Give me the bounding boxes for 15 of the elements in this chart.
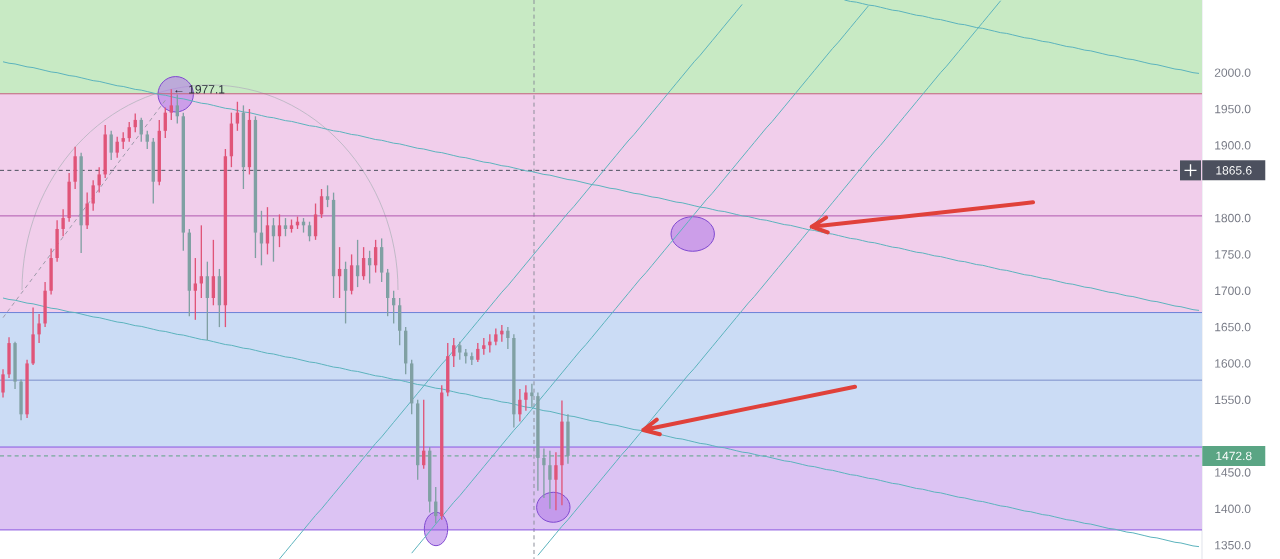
y-tick-label: 2000.0	[1214, 68, 1251, 77]
y-tick-label: 1450.0	[1215, 468, 1251, 477]
y-tick-label: 1350.0	[1215, 540, 1251, 550]
y-tick-label: 1750.0	[1215, 250, 1251, 259]
y-tick-label: 1700.0	[1215, 286, 1251, 296]
y-tick-label: 1900.0	[1215, 141, 1251, 150]
ref-line-label: 1865.6	[1216, 166, 1252, 175]
ref-line-label: 1472.8	[1216, 451, 1252, 461]
y-tick-label: 1950.0	[1215, 104, 1251, 114]
y-tick-label: 1550.0	[1215, 395, 1251, 405]
y-tick-label: 1400.0	[1215, 504, 1251, 514]
y-tick-label: 1800.0	[1215, 213, 1251, 223]
annotation: ← 1977.1	[175, 85, 225, 94]
y-tick-label: 1600.0	[1215, 359, 1251, 368]
y-tick-label: 1650.0	[1215, 322, 1251, 332]
